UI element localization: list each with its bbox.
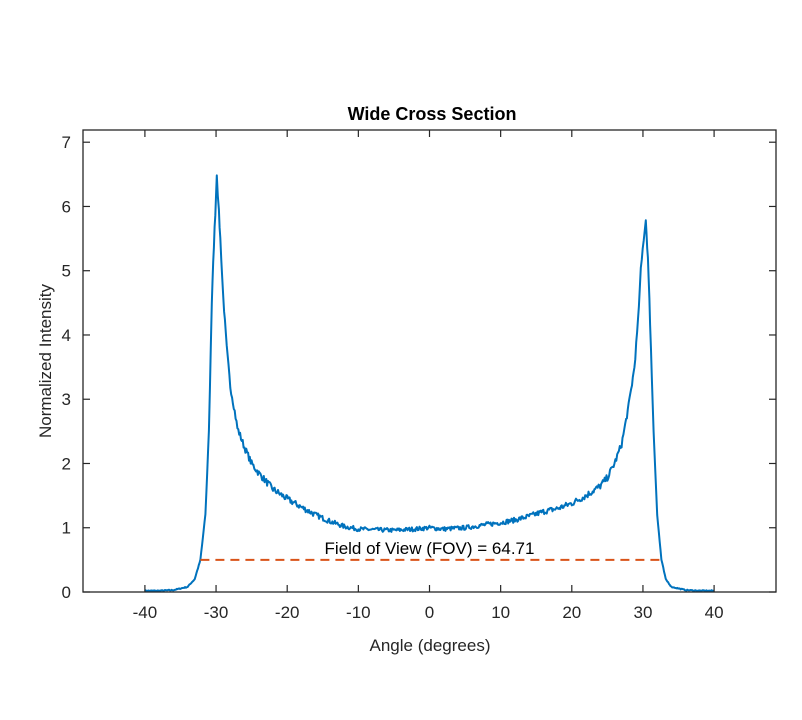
chart-title: Wide Cross Section [348,104,517,124]
x-tick-label: 0 [425,603,434,622]
y-tick-label: 1 [62,519,71,538]
x-axis-label: Angle (degrees) [370,636,491,655]
fov-annotation: Field of View (FOV) = 64.71 [325,539,535,558]
x-tick-label: -10 [346,603,371,622]
y-tick-label: 2 [62,454,71,473]
x-tick-label: 30 [633,603,652,622]
x-tick-label: 20 [562,603,581,622]
x-tick-label: -40 [133,603,158,622]
x-tick-label: -20 [275,603,300,622]
y-tick-label: 7 [62,133,71,152]
y-axis-label: Normalized Intensity [36,284,55,439]
x-tick-label: 40 [705,603,724,622]
plot-layer [144,174,715,593]
y-tick-label: 4 [62,326,71,345]
x-tick-label: 10 [491,603,510,622]
y-tick-label: 3 [62,390,71,409]
axes-background [83,130,776,592]
ticks: -40 -30 -20 -10 0 10 20 30 40 0 1 2 3 4 5 6 7 [62,130,776,622]
y-tick-label: 5 [62,262,71,281]
y-tick-label: 0 [62,583,71,602]
y-tick-label: 6 [62,197,71,216]
intensity-curve [144,174,715,593]
x-tick-label: -30 [204,603,229,622]
